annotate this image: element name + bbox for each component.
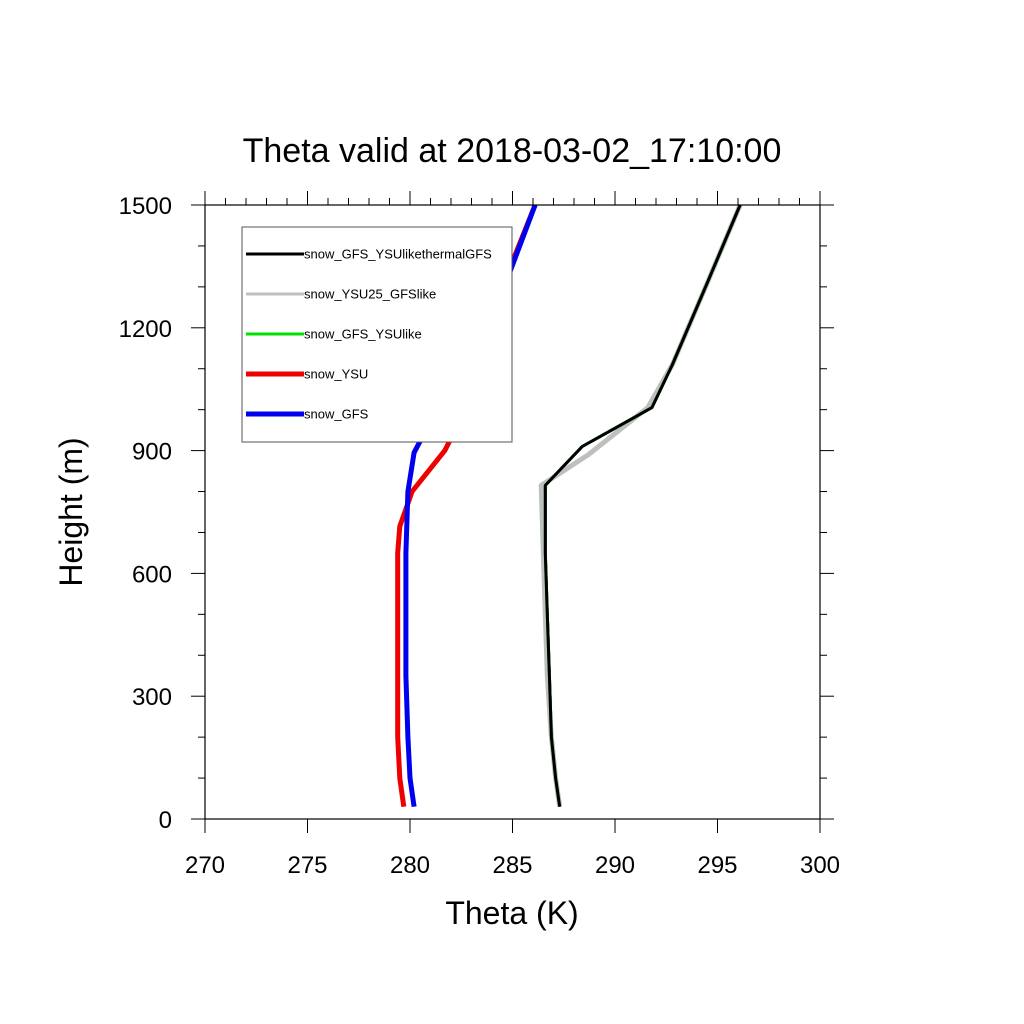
- chart-title: Theta valid at 2018-03-02_17:10:00: [243, 132, 782, 170]
- x-tick-label: 285: [492, 852, 532, 879]
- legend-label: snow_YSU25_GFSlike: [304, 287, 436, 302]
- series-line-overlay: [543, 204, 742, 807]
- x-tick-label: 290: [595, 852, 635, 879]
- y-tick-label: 900: [132, 439, 172, 466]
- y-tick-label: 0: [159, 807, 172, 834]
- y-tick-label: 300: [132, 684, 172, 711]
- x-tick-label: 275: [287, 852, 327, 879]
- plot-area: [395, 204, 743, 808]
- x-tick-label: 280: [390, 852, 430, 879]
- legend-label: snow_YSU: [304, 367, 368, 382]
- legend: snow_GFS_YSUlikethermalGFS snow_YSU25_GFS…: [241, 226, 513, 443]
- plot-frame: [204, 204, 821, 820]
- x-axis-label: Theta (K): [445, 895, 578, 931]
- x-tick-label: 295: [697, 852, 737, 879]
- y-tick-label: 1500: [119, 193, 172, 220]
- x-tick-label: 270: [185, 852, 225, 879]
- y-axis-label: Height (m): [53, 437, 89, 586]
- legend-label: snow_GFS_YSUlikethermalGFS: [304, 247, 492, 262]
- y-tick-label: 600: [132, 561, 172, 588]
- y-tick-label: 1200: [119, 316, 172, 343]
- axis-ticks: 270 275 280 285 290 295 300 0 300 600 900 1200 1500: [119, 191, 840, 879]
- x-tick-label: 300: [800, 852, 840, 879]
- legend-label: snow_GFS: [304, 407, 369, 422]
- legend-label: snow_GFS_YSUlike: [304, 327, 422, 342]
